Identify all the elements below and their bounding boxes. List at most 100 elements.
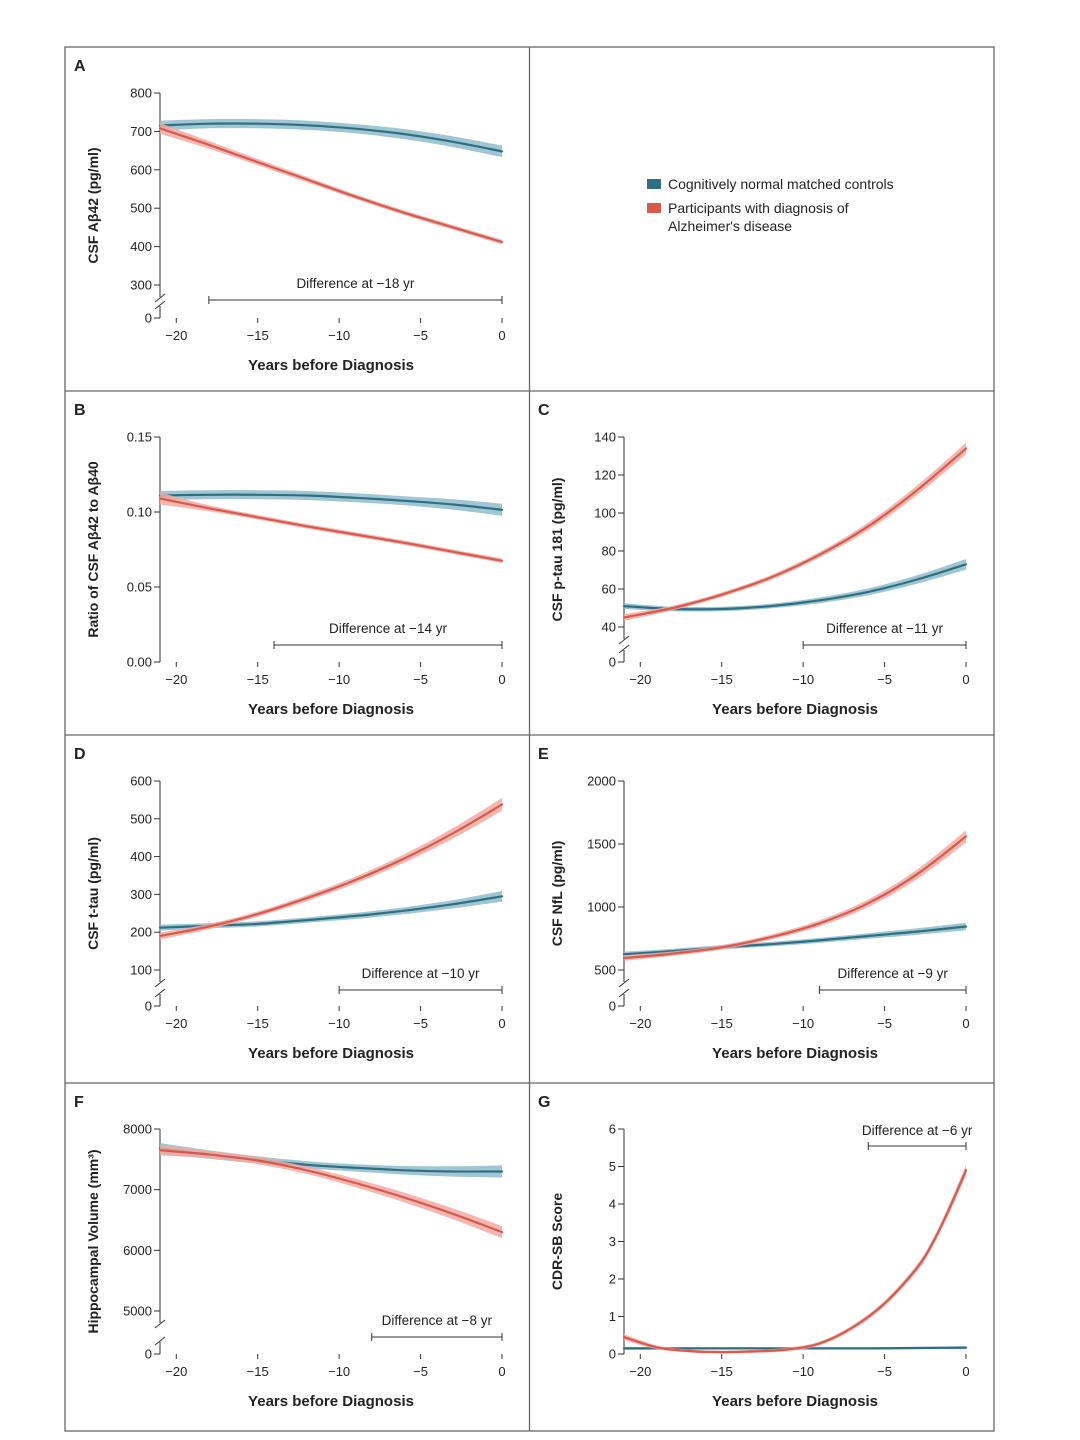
y-tick-label-zero-d: 0 (145, 999, 152, 1014)
axis-break-mark-upper-a (154, 293, 166, 303)
y-tick-label-b: 0.05 (127, 580, 152, 595)
y-axis-title-a: CSF Aβ42 (pg/ml) (85, 147, 101, 263)
y-tick-label-d: 300 (130, 887, 152, 902)
x-tick-label-g: −20 (629, 1364, 651, 1379)
difference-label-f: Difference at −8 yr (382, 1313, 493, 1328)
y-axis-title-f: Hippocampal Volume (mm³) (85, 1149, 101, 1333)
y-axis-title-e: CSF NfL (pg/ml) (549, 841, 565, 947)
x-tick-label-f: −10 (328, 1364, 350, 1379)
axis-break-mark-lower-e (618, 988, 630, 998)
x-tick-label-e: −20 (629, 1016, 651, 1031)
figure-frame (64, 46, 995, 1432)
series-line-ad-e (622, 835, 968, 960)
x-tick-label-f: −5 (413, 1364, 428, 1379)
legend-label-controls: Cognitively normal matched controls (668, 176, 894, 192)
x-tick-label-d: −10 (328, 1016, 350, 1031)
legend: Cognitively normal matched controls Part… (647, 176, 894, 234)
series-line-controls-c (622, 563, 968, 611)
panel-letter-c: C (538, 402, 550, 419)
y-tick-label-a: 700 (130, 124, 152, 139)
y-tick-label-c: 80 (602, 544, 616, 559)
axis-break-mark-lower-f (154, 1336, 166, 1346)
y-tick-label-e: 1500 (587, 837, 616, 852)
difference-label-e: Difference at −9 yr (837, 966, 948, 981)
series-line-controls-a (158, 122, 504, 153)
y-tick-label-e: 1000 (587, 900, 616, 915)
x-tick-label-e: −15 (711, 1016, 733, 1031)
y-axis-title-g: CDR-SB Score (549, 1193, 565, 1290)
y-tick-label-a: 500 (130, 201, 152, 216)
chart-panel-b: B 0.00 0.05 0.10 0.15 −20 −15 −10 −5 0 Years befor… (74, 402, 506, 718)
y-tick-label-c: 60 (602, 582, 616, 597)
y-tick-label-zero-c: 0 (609, 655, 616, 670)
y-tick-label-b: 0.00 (127, 655, 152, 670)
axis-break-mark-upper-f (154, 1319, 166, 1329)
x-tick-label-d: −5 (413, 1016, 428, 1031)
series-line-ad-a (158, 127, 504, 244)
axis-break-mark-upper-e (618, 978, 630, 988)
legend-swatch-ad (647, 203, 661, 213)
x-tick-label-c: 0 (962, 672, 969, 687)
panel-letter-g: G (538, 1094, 550, 1111)
x-tick-label-g: 0 (962, 1364, 969, 1379)
x-tick-label-e: −5 (877, 1016, 892, 1031)
y-tick-label-e: 500 (594, 963, 616, 978)
y-tick-label-c: 100 (594, 506, 616, 521)
y-tick-label-a: 400 (130, 239, 152, 254)
x-axis-title-e: Years before Diagnosis (712, 1045, 878, 1062)
y-tick-label-c: 140 (594, 430, 616, 445)
y-tick-label-a: 300 (130, 278, 152, 293)
panel-letter-b: B (74, 402, 86, 419)
confidence-band-ad-f (160, 1145, 502, 1239)
panel-letter-a: A (74, 58, 86, 75)
y-tick-label-d: 400 (130, 849, 152, 864)
x-axis-title-f: Years before Diagnosis (248, 1393, 414, 1410)
x-tick-label-g: −10 (792, 1364, 814, 1379)
y-tick-label-a: 800 (130, 86, 152, 101)
x-tick-label-b: −15 (247, 672, 269, 687)
x-tick-label-b: −20 (165, 672, 187, 687)
legend-label-ad-line1: Participants with diagnosis of (668, 200, 849, 216)
difference-label-b: Difference at −14 yr (329, 621, 447, 636)
legend-swatch-controls (647, 179, 661, 189)
y-tick-label-a: 600 (130, 162, 152, 177)
chart-panel-a: A 0 300 400 500 600 700 800 −20 −15 −10 −5 0 Years be… (74, 58, 506, 374)
axis-break-mark-lower-d (154, 988, 166, 998)
y-tick-label-d: 500 (130, 811, 152, 826)
axis-break-mark-lower-c (618, 644, 630, 654)
series-line-ad-f (158, 1149, 504, 1234)
series-line-ad-b (158, 497, 504, 562)
y-tick-label-g: 1 (609, 1309, 616, 1324)
axis-break-mark-upper-c (618, 635, 630, 645)
x-tick-label-e: 0 (962, 1016, 969, 1031)
y-tick-label-d: 100 (130, 963, 152, 978)
chart-panel-e: E 0 500 1000 1500 2000 −20 −15 −10 −5 0 Years befor… (538, 746, 970, 1062)
confidence-band-controls-f (160, 1143, 502, 1178)
y-tick-label-zero-e: 0 (609, 999, 616, 1014)
x-axis-title-d: Years before Diagnosis (248, 1045, 414, 1062)
y-tick-label-b: 0.10 (127, 505, 152, 520)
difference-label-c: Difference at −11 yr (826, 621, 943, 636)
difference-label-a: Difference at −18 yr (296, 276, 414, 291)
chart-panel-c: C 0 40 60 80 100 120 140 −20 −15 −10 −5 0 Years befor… (538, 402, 970, 718)
y-tick-label-e: 2000 (587, 774, 616, 789)
panel-letter-f: F (74, 1094, 84, 1111)
y-tick-label-f: 8000 (123, 1122, 152, 1137)
difference-label-d: Difference at −10 yr (362, 966, 480, 981)
x-tick-label-c: −15 (711, 672, 733, 687)
x-tick-label-b: 0 (498, 672, 505, 687)
confidence-band-ad-g (624, 1165, 966, 1354)
chart-panel-g: G 0 1 2 3 4 5 6 −20 −15 −10 −5 0 Years before Diagnos… (538, 1094, 973, 1410)
x-tick-label-a: −15 (247, 328, 269, 343)
y-tick-label-f: 5000 (123, 1304, 152, 1319)
x-tick-label-f: 0 (498, 1364, 505, 1379)
x-tick-label-c: −20 (629, 672, 651, 687)
x-tick-label-g: −15 (711, 1364, 733, 1379)
x-tick-label-c: −5 (877, 672, 892, 687)
x-tick-label-d: −15 (247, 1016, 269, 1031)
y-tick-label-g: 4 (609, 1197, 616, 1212)
x-tick-label-g: −5 (877, 1364, 892, 1379)
y-tick-label-g: 0 (609, 1347, 616, 1362)
y-tick-label-c: 40 (602, 620, 616, 635)
